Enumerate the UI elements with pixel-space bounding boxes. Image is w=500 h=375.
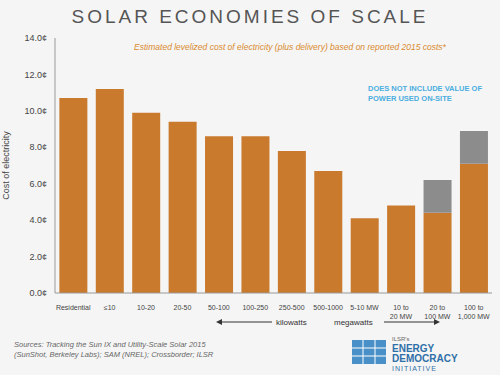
html-text:DEMOCRACY: DEMOCRACY [392, 353, 458, 364]
svg-text:6.0¢: 6.0¢ [29, 179, 47, 189]
svg-text:Residential: Residential [56, 304, 91, 311]
svg-text:50-100: 50-100 [208, 304, 230, 311]
svg-text:10.0¢: 10.0¢ [24, 106, 47, 116]
svg-text:20-50: 20-50 [174, 304, 192, 311]
svg-text:8.0¢: 8.0¢ [29, 142, 47, 152]
svg-text:14.0¢: 14.0¢ [24, 33, 47, 43]
html-text:ILSR's: ILSR's [392, 336, 410, 342]
svg-text:10-20: 10-20 [137, 304, 155, 311]
html-text:SOLAR ECONOMIES OF SCALE: SOLAR ECONOMIES OF SCALE [71, 6, 429, 27]
svg-text:12.0¢: 12.0¢ [24, 70, 47, 80]
svg-text:5-10 MW: 5-10 MW [350, 304, 379, 311]
svg-text:10 to20 MW: 10 to20 MW [390, 304, 413, 320]
svg-text:megawatts: megawatts [334, 318, 373, 327]
svg-text:100 to1,000 MW: 100 to1,000 MW [458, 304, 490, 320]
html-text:ENERGY: ENERGY [392, 343, 435, 354]
svg-text:500-1000: 500-1000 [313, 304, 343, 311]
html-text:INITIATIVE: INITIATIVE [392, 365, 437, 372]
svg-text:2.0¢: 2.0¢ [29, 252, 47, 262]
svg-text:250-500: 250-500 [279, 304, 305, 311]
svg-text:100-250: 100-250 [242, 304, 268, 311]
svg-text:4.0¢: 4.0¢ [29, 215, 47, 225]
html-text:(SunShot, Berkeley Labs); SAM: (SunShot, Berkeley Labs); SAM (NREL); Cr… [14, 350, 214, 359]
html-text:Estimated levelized cost of el: Estimated levelized cost of electricity … [134, 42, 446, 52]
svg-text:kilowatts: kilowatts [276, 318, 307, 327]
svg-text:20 to100 MW: 20 to100 MW [424, 304, 450, 320]
html-text:Sources: Tracking the Sun IX a: Sources: Tracking the Sun IX and Utility… [14, 340, 206, 349]
html-text:DOES NOT INCLUDE VALUE OF POWE: DOES NOT INCLUDE VALUE OF POWER USED ON-… [368, 84, 482, 103]
svg-text:≤10: ≤10 [104, 304, 116, 311]
svg-text:0.0¢: 0.0¢ [29, 288, 47, 298]
svg-text:Cost of electricity: Cost of electricity [1, 131, 11, 200]
